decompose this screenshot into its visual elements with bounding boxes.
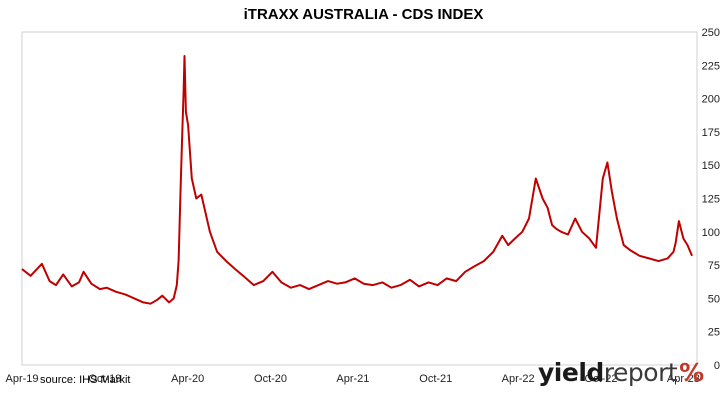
percent-icon: % — [679, 358, 704, 387]
y-tick-label: 50 — [708, 293, 720, 305]
logo-text-report: report — [603, 358, 678, 387]
series-layer — [21, 55, 693, 305]
x-tick-label: Oct-21 — [419, 373, 452, 385]
x-tick-label: Oct-19 — [88, 373, 121, 385]
x-tick-label: Apr-22 — [502, 373, 535, 385]
plot-area-border — [21, 31, 698, 366]
x-axis: Apr-19 Oct-19 Apr-20 Oct-20 Apr-21 Oct-21 Apr-… — [5, 373, 699, 385]
source-note: source: IHS Markit — [40, 374, 131, 386]
y-tick-label: 25 — [708, 327, 720, 339]
y-axis: 0 25 50 75 100 125 150 175 200 225 250 — [702, 27, 720, 372]
y-tick-label: 75 — [708, 260, 720, 272]
x-tick-label: Oct-22 — [585, 373, 618, 385]
yieldreport-logo: yieldreport% — [538, 359, 704, 387]
y-tick-label: 175 — [702, 127, 720, 139]
x-tick-label: Apr-19 — [5, 373, 38, 385]
y-tick-label: 0 — [714, 360, 720, 372]
chart-title: iTRAXX AUSTRALIA - CDS INDEX — [243, 6, 484, 23]
series-line — [21, 55, 693, 305]
y-tick-label: 250 — [702, 27, 720, 39]
y-tick-label: 100 — [702, 227, 720, 239]
x-tick-label: Apr-23 — [667, 373, 700, 385]
logo-text-yield: yield — [538, 358, 604, 387]
x-tick-label: Apr-20 — [171, 373, 204, 385]
x-tick-label: Apr-21 — [336, 373, 369, 385]
y-tick-label: 225 — [702, 60, 720, 72]
x-tick-label: Oct-20 — [254, 373, 287, 385]
y-tick-label: 125 — [702, 194, 720, 206]
y-tick-label: 200 — [702, 94, 720, 106]
y-tick-label: 150 — [702, 160, 720, 172]
